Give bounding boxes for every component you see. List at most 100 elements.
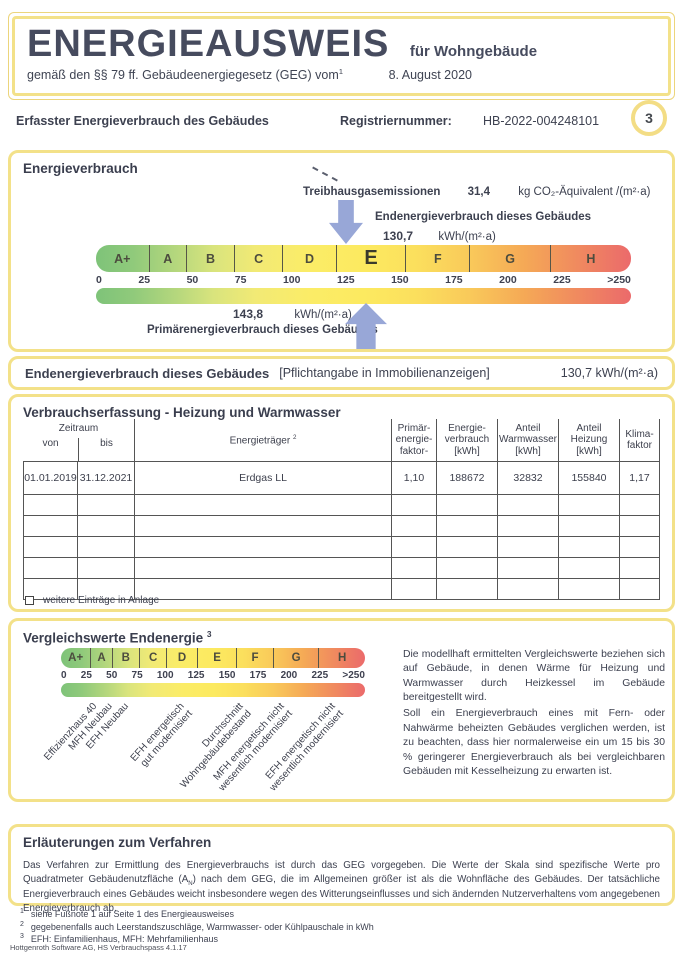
document-title: ENERGIEAUSWEIS — [27, 23, 390, 65]
ghg-unit: kg CO₂-Äquivalent /(m²·a) — [518, 186, 651, 198]
efficiency-scale-band: A+ A B C D E F G H — [96, 245, 631, 272]
tick-label: 150 — [218, 670, 236, 681]
title-box: ENERGIEAUSWEIS für Wohngebäude gemäß den… — [8, 12, 675, 100]
ghg-value: 31,4 — [467, 186, 491, 198]
header-bis: bis — [78, 437, 134, 461]
tick-label: 175 — [445, 274, 463, 286]
footnote-2: 2 gegebenenfalls auch Leerstandszuschläge… — [20, 921, 374, 932]
footnote-3-marker: 3 — [20, 933, 24, 940]
scale-segment-c: C — [235, 245, 284, 272]
primary-energy-unit: kWh/(m²·a) — [294, 309, 352, 321]
end-energy-value-line: 130,7 kWh/(m²·a) — [383, 229, 496, 243]
cell-heizung: 155840 — [559, 462, 620, 494]
tick-label: 125 — [337, 274, 355, 286]
comparison-explanation-text: Die modellhaft ermittelten Vergleichswer… — [403, 648, 665, 779]
tick-label: 75 — [131, 670, 143, 681]
tick-label: 100 — [282, 274, 301, 286]
footnotes: 1 siehe Fußnote 1 auf Seite 1 des Energie… — [20, 908, 374, 946]
footnote-3-text: EFH: Einfamilienhaus, MFH: Mehrfamilienh… — [30, 934, 218, 944]
page-number-badge: 3 — [631, 100, 667, 136]
primary-energy-label: Primärenergieverbrauch dieses Gebäudes — [147, 324, 378, 336]
explanations-title: Erläuterungen zum Verfahren — [23, 835, 212, 850]
software-footer: Hottgenroth Software AG, HS Verbrauchspa… — [10, 943, 187, 952]
tick-label: 150 — [391, 274, 409, 286]
banner-label: Endenergieverbrauch dieses Gebäudes — [25, 365, 270, 381]
cell-energietraeger: Erdgas LL — [135, 462, 392, 494]
energy-consumption-panel: Energieverbrauch Treibhausgasemissionen … — [8, 150, 675, 352]
header-klimafaktor: Klima- faktor — [620, 419, 660, 461]
more-entries-checkbox[interactable] — [25, 596, 34, 605]
scale-segment-b: B — [187, 245, 236, 272]
cell-pef: 1,10 — [392, 462, 437, 494]
comparison-scale-ticks: 0 25 50 75 100 125 150 175 200 225 >250 — [61, 670, 365, 681]
comparison-scale-band: A+ A B C D E F G H — [61, 648, 365, 668]
explanations-text: Das Verfahren zur Ermittlung des Energie… — [23, 859, 660, 916]
header-energieverbrauch: Energie- verbrauch [kWh] — [437, 419, 498, 461]
scale-ticks: 0 25 50 75 100 125 150 175 200 225 >250 — [96, 274, 631, 286]
tick-label: 125 — [187, 670, 205, 681]
primary-energy-value-line: 143,8 kWh/(m²·a) — [233, 307, 352, 321]
ghg-label: Treibhausgasemissionen — [303, 186, 441, 198]
consumption-panel-title: Verbrauchserfassung - Heizung und Warmwa… — [23, 405, 341, 420]
end-energy-value: 130,7 — [383, 229, 414, 243]
cmp-segment-c: C — [140, 648, 168, 668]
tick-label: 25 — [80, 670, 92, 681]
explanations-panel: Erläuterungen zum Verfahren Das Verfahre… — [8, 824, 675, 914]
consumption-panel: Verbrauchserfassung - Heizung und Warmwa… — [8, 394, 675, 612]
tick-label: >250 — [607, 274, 631, 286]
tick-label: 75 — [234, 274, 247, 286]
section-label: Erfasster Energieverbrauch des Gebäudes — [16, 114, 269, 128]
cmp-segment-a: A — [91, 648, 113, 668]
tick-label: 200 — [499, 274, 517, 286]
cmp-segment-h: H — [337, 652, 347, 664]
explanations-text-sub: N — [188, 880, 193, 887]
table-row-empty — [24, 495, 660, 516]
scale-segment-d: D — [283, 245, 337, 272]
end-energy-unit: kWh/(m²·a) — [438, 231, 496, 243]
document-subtitle: für Wohngebäude — [409, 43, 538, 60]
table-body: 01.01.2019 31.12.2021 Erdgas LL 1,10 188… — [23, 462, 660, 600]
law-footnote-marker: 1 — [338, 66, 344, 76]
energy-panel-title: Energieverbrauch — [23, 161, 138, 176]
cell-verbrauch: 188672 — [437, 462, 498, 494]
header-zeitraum-label: Zeitraum — [58, 422, 99, 434]
tick-label: >250 — [342, 670, 365, 681]
cmp-segment-g: G — [274, 648, 320, 668]
comparison-title-sup: 3 — [206, 629, 212, 639]
comparison-title-label: Vergleichswerte Endenergie — [23, 630, 204, 646]
tick-label: 0 — [61, 670, 67, 681]
comparison-panel: Vergleichswerte Endenergie 3 A+ A B C D … — [8, 618, 675, 802]
registry-number: HB-2022-004248101 — [483, 114, 600, 128]
tick-label: 50 — [186, 274, 199, 286]
header-energietraeger: Energieträger 2 — [135, 419, 392, 461]
header-von: von — [42, 437, 59, 449]
cell-klimafaktor: 1,17 — [620, 462, 660, 494]
footnote-1-text: siehe Fußnote 1 auf Seite 1 des Energiea… — [30, 909, 235, 919]
more-entries-label: weitere Einträge in Anlage — [43, 595, 160, 606]
table-row: 01.01.2019 31.12.2021 Erdgas LL 1,10 188… — [24, 462, 660, 495]
primary-energy-value: 143,8 — [233, 307, 264, 321]
footnote-2-text: gegebenenfalls auch Leerstandszuschläge,… — [30, 921, 374, 932]
ghg-emissions-line: Treibhausgasemissionen 31,4 kg CO₂-Äquiv… — [303, 186, 651, 198]
law-text: gemäß den §§ 79 ff. Gebäudeenergiegesetz… — [27, 68, 339, 83]
title-box-inner: ENERGIEAUSWEIS für Wohngebäude gemäß den… — [12, 16, 671, 96]
table-row-empty — [24, 537, 660, 558]
more-entries-row: weitere Einträge in Anlage — [25, 595, 159, 606]
tick-label: 200 — [280, 670, 298, 681]
cmp-segment-f: F — [237, 648, 274, 668]
end-energy-banner: Endenergieverbrauch dieses Gebäudes [Pfl… — [8, 356, 675, 390]
cell-warmwasser: 32832 — [498, 462, 559, 494]
tick-label: 175 — [249, 670, 267, 681]
tick-label: 25 — [138, 274, 151, 286]
footnote-2-marker: 2 — [20, 920, 24, 928]
end-energy-arrow-down-icon — [329, 200, 363, 244]
tick-label: 225 — [553, 274, 571, 286]
cmp-segment-aplus: A+ — [61, 648, 92, 668]
consumption-table: Zeitraum von bis Energieträger 2 Primär-… — [23, 419, 660, 600]
footnote-1: 1 siehe Fußnote 1 auf Seite 1 des Energie… — [20, 908, 374, 919]
tick-label: 225 — [311, 670, 329, 681]
table-header-row: Zeitraum von bis Energieträger 2 Primär-… — [23, 419, 660, 462]
scale-segment-g: G — [470, 245, 551, 272]
table-row-empty — [24, 516, 660, 537]
